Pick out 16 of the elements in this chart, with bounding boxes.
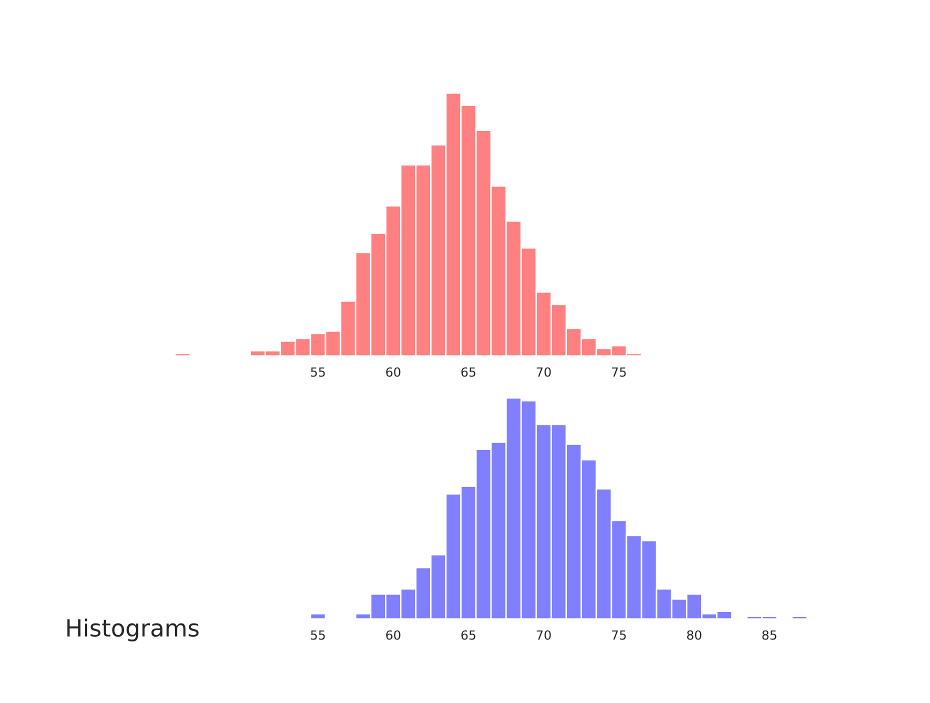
x-tick-label: 75 — [612, 367, 626, 377]
x-tick-label: 65 — [461, 367, 476, 377]
x-tick-label: 60 — [386, 630, 400, 640]
x-tick-label: 80 — [687, 630, 702, 640]
x-tick-label: 70 — [536, 367, 551, 377]
x-tick-label: 65 — [461, 630, 476, 640]
x-tick-label: 75 — [612, 630, 626, 640]
bar — [791, 616, 808, 619]
text: Histograms — [67, 618, 199, 642]
x-tick-label: 55 — [310, 367, 325, 377]
x-tick-label: 85 — [762, 630, 776, 640]
x-tick-label: 55 — [310, 630, 325, 640]
bar — [175, 352, 191, 356]
x-tick-label: 70 — [536, 630, 551, 640]
x-tick-label: 60 — [386, 367, 400, 377]
bar — [310, 612, 326, 619]
